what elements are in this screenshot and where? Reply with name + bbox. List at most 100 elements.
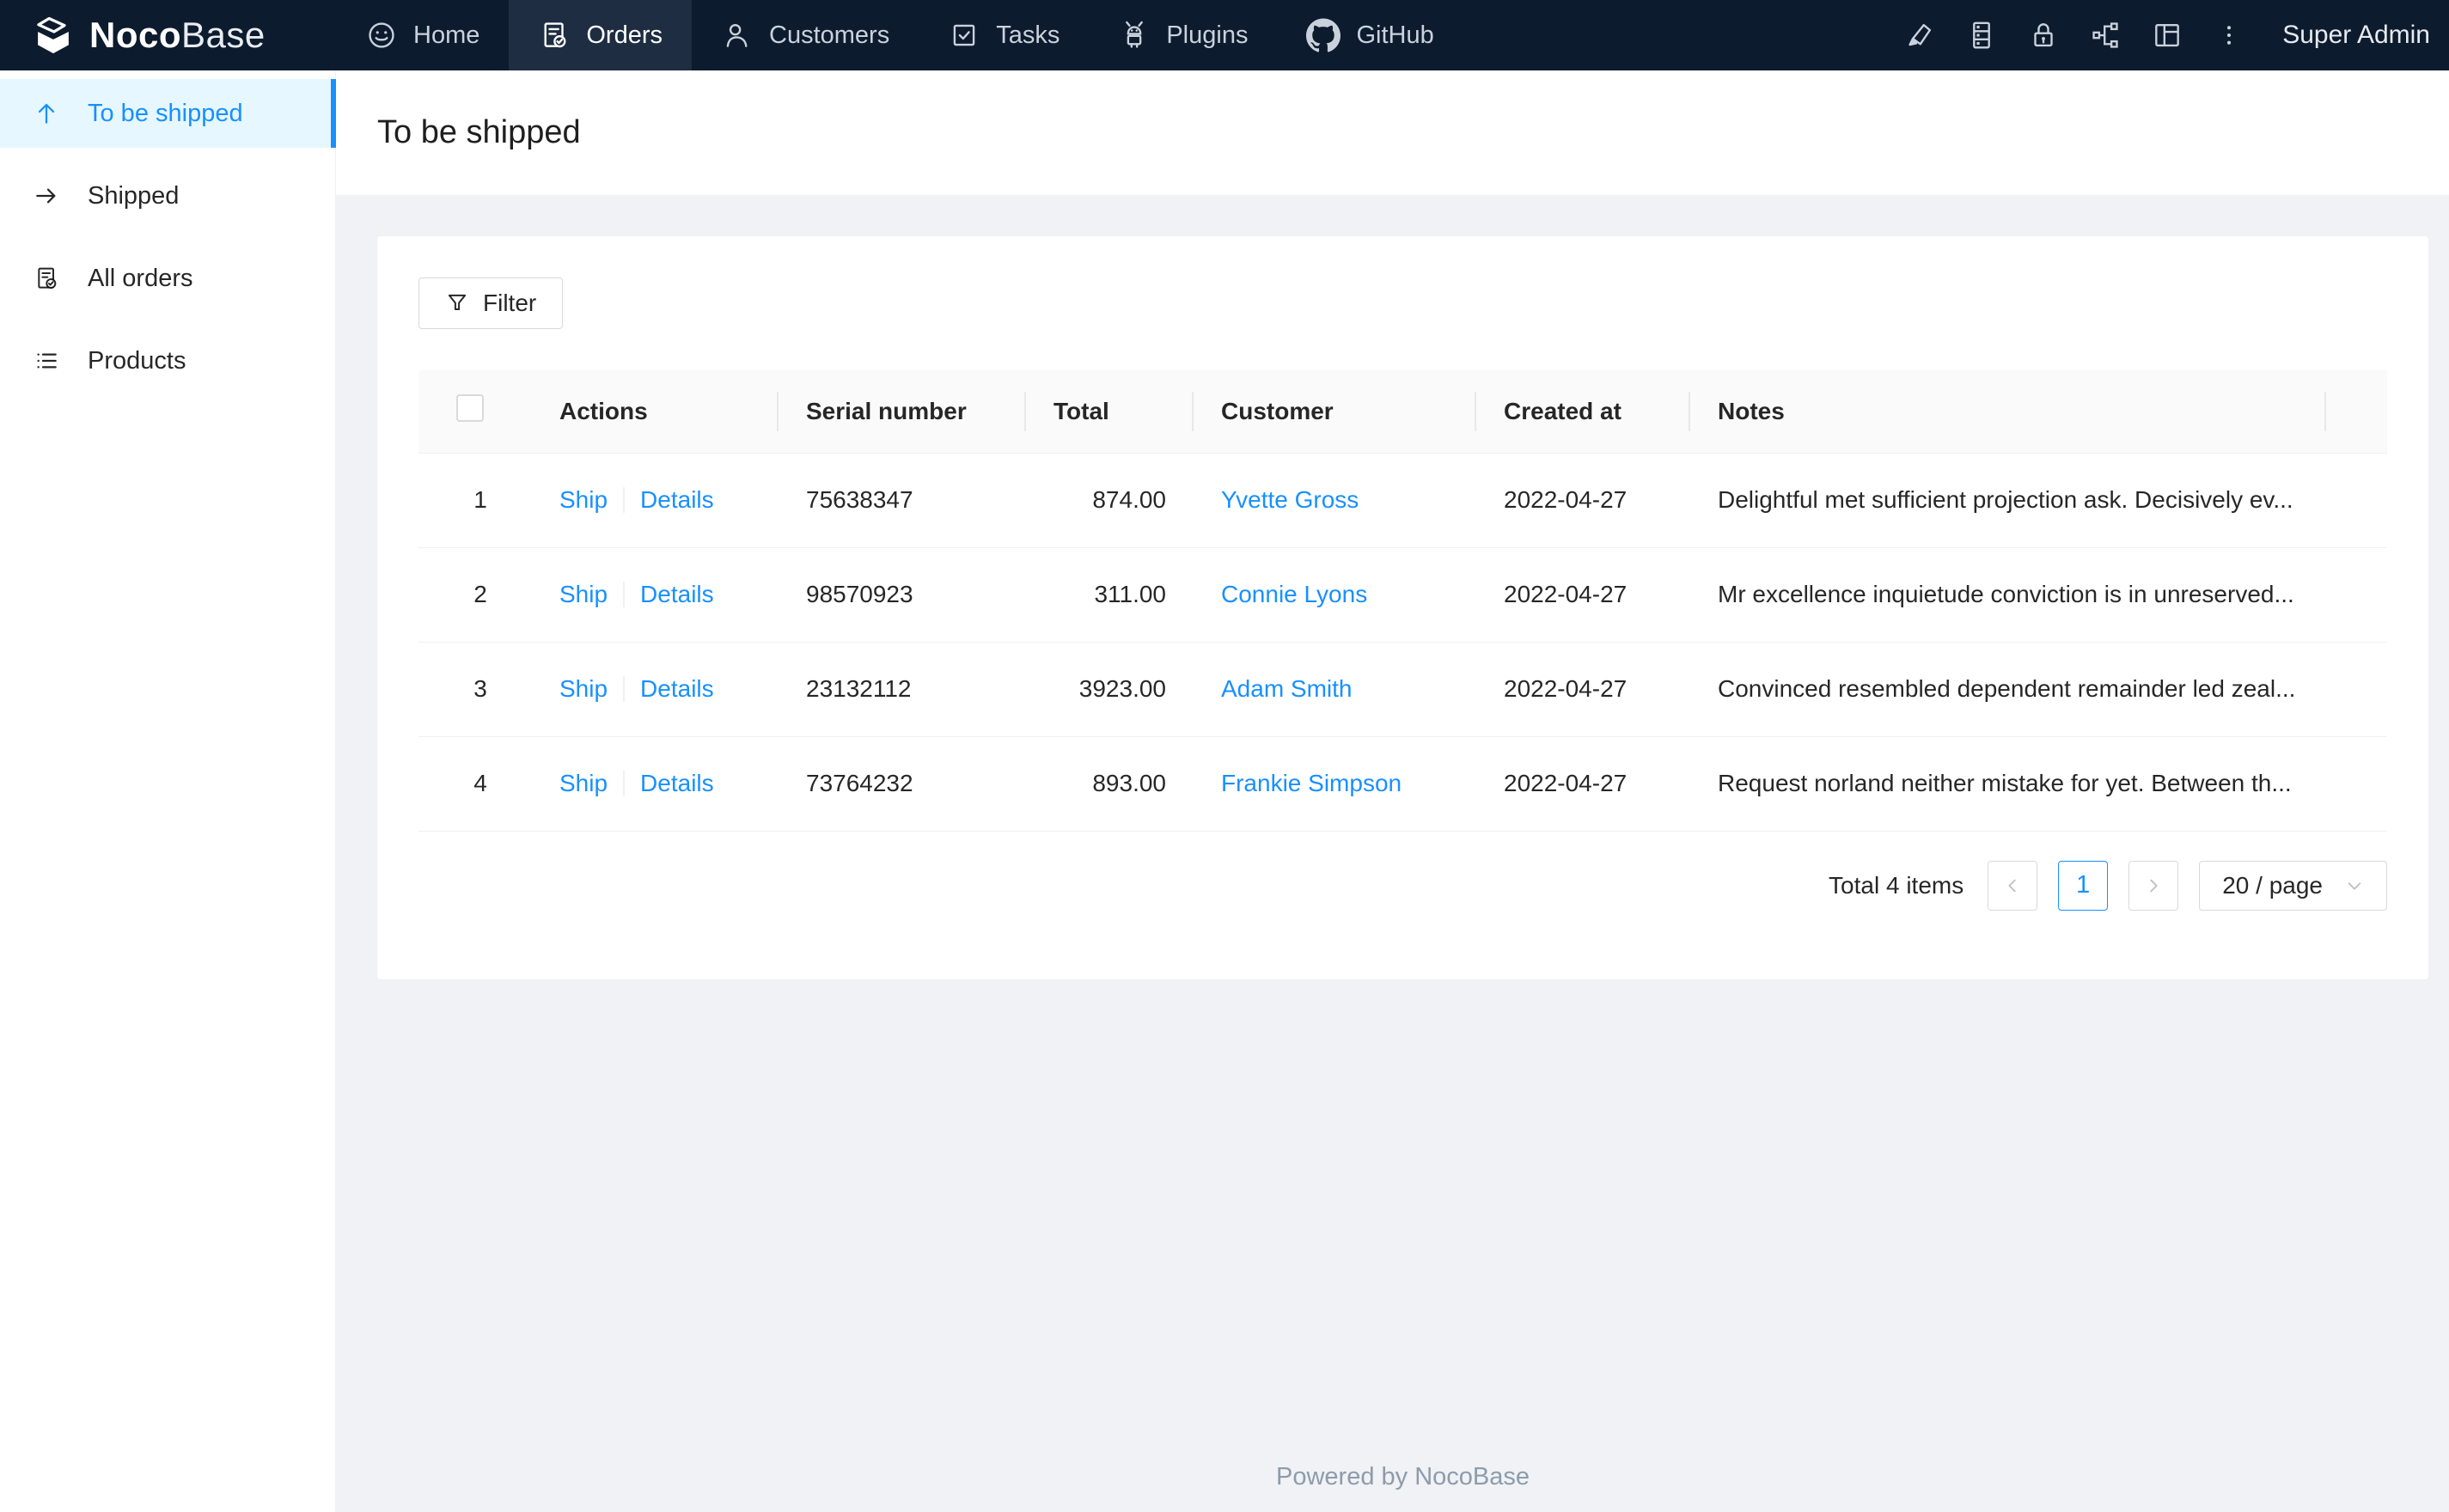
check-square-icon [948, 19, 980, 52]
row-index: 2 [418, 547, 532, 643]
select-all-checkbox[interactable] [456, 394, 484, 423]
nav-item-tasks[interactable]: Tasks [919, 0, 1089, 70]
customer-link[interactable]: Frankie Simpson [1221, 770, 1402, 796]
lock-icon[interactable] [2012, 0, 2074, 70]
user-menu[interactable]: Super Admin [2282, 21, 2430, 49]
nav-item-label: Tasks [996, 21, 1060, 49]
github-icon [1306, 18, 1341, 52]
chevron-right-icon [2144, 876, 2163, 895]
layout-icon[interactable] [2136, 0, 2198, 70]
column-header-customer: Customer [1194, 370, 1476, 454]
total-cell: 311.00 [1026, 547, 1194, 643]
ship-link[interactable]: Ship [559, 675, 608, 702]
sidebar-item-label: To be shipped [88, 99, 243, 127]
nav-item-label: Home [413, 21, 480, 49]
row-actions: Ship Details [532, 547, 779, 643]
ship-link[interactable]: Ship [559, 581, 608, 607]
filter-button-label: Filter [483, 290, 537, 316]
table-row: 1 Ship Details 75638347 874.00 Yvette Gro… [418, 453, 2387, 548]
apartment-icon[interactable] [2074, 0, 2136, 70]
details-link[interactable]: Details [640, 770, 714, 796]
column-header-created: Created at [1476, 370, 1690, 454]
page-header: To be shipped [336, 70, 2449, 195]
nav-toolbar: Super Admin [1889, 0, 2449, 70]
nav-item-home[interactable]: Home [336, 0, 509, 70]
logo-text: NocoBase [89, 15, 266, 55]
column-header-filler [2326, 370, 2387, 454]
row-actions: Ship Details [532, 642, 779, 737]
filter-button[interactable]: Filter [418, 277, 564, 329]
nav-item-label: Customers [769, 21, 890, 49]
customer-link[interactable]: Adam Smith [1221, 675, 1353, 702]
page-layout: To be shipped Shipped All orders [0, 70, 2449, 1512]
customer-cell: Connie Lyons [1194, 547, 1476, 643]
more-icon[interactable] [2198, 0, 2260, 70]
customer-cell: Adam Smith [1194, 642, 1476, 737]
customer-cell: Yvette Gross [1194, 453, 1476, 548]
sidebar-item-label: All orders [88, 264, 193, 292]
details-link[interactable]: Details [640, 581, 714, 607]
table-row: 3 Ship Details 23132112 3923.00 Adam Smit… [418, 642, 2387, 737]
created-cell: 2022-04-27 [1476, 453, 1690, 548]
notes-cell: Delightful met sufficient projection ask… [1690, 453, 2326, 548]
sidebar-item-all-orders[interactable]: All orders [0, 244, 335, 313]
robot-icon [1118, 19, 1151, 52]
column-header-total: Total [1026, 370, 1194, 454]
arrow-right-icon [33, 182, 60, 210]
total-cell: 893.00 [1026, 736, 1194, 832]
next-page-button[interactable] [2128, 860, 2179, 911]
prev-page-button[interactable] [1988, 860, 2038, 911]
highlighter-icon[interactable] [1889, 0, 1951, 70]
details-link[interactable]: Details [640, 675, 714, 702]
file-done-icon [33, 265, 60, 292]
sidebar: To be shipped Shipped All orders [0, 70, 336, 1512]
file-done-icon [538, 19, 571, 52]
table-header-row: Actions Serial number Total Customer Cre… [418, 370, 2387, 454]
total-cell: 3923.00 [1026, 642, 1194, 737]
nocobase-logo[interactable]: NocoBase [0, 0, 336, 70]
serial-cell: 75638347 [779, 453, 1026, 548]
serial-cell: 23132112 [779, 642, 1026, 737]
pagination: Total 4 items 1 [418, 860, 2387, 911]
page-title: To be shipped [377, 114, 581, 150]
pagination-total: Total 4 items [1829, 871, 1964, 899]
notes-cell: Request norland neither mistake for yet.… [1690, 736, 2326, 832]
main-area: To be shipped Filter [336, 70, 2449, 1512]
total-cell: 874.00 [1026, 453, 1194, 548]
sidebar-item-to-be-shipped[interactable]: To be shipped [0, 79, 336, 148]
database-icon[interactable] [1951, 0, 2012, 70]
nav-item-label: GitHub [1356, 21, 1434, 49]
details-link[interactable]: Details [640, 486, 714, 513]
row-index: 1 [418, 453, 532, 548]
created-cell: 2022-04-27 [1476, 642, 1690, 737]
column-header-notes: Notes [1690, 370, 2326, 454]
nav-item-orders[interactable]: Orders [509, 0, 692, 70]
customer-link[interactable]: Yvette Gross [1221, 486, 1359, 513]
list-icon [33, 347, 60, 375]
arrow-up-icon [33, 100, 60, 127]
page-size-select[interactable]: 20 / page [2199, 860, 2387, 911]
page-size-value: 20 / page [2222, 871, 2323, 899]
row-actions: Ship Details [532, 453, 779, 548]
nocobase-logo-icon [31, 13, 76, 58]
sidebar-item-label: Products [88, 346, 186, 375]
nav-item-plugins[interactable]: Plugins [1089, 0, 1277, 70]
chevron-left-icon [2003, 876, 2022, 895]
sidebar-item-products[interactable]: Products [0, 326, 335, 395]
nav-item-customers[interactable]: Customers [692, 0, 919, 70]
created-cell: 2022-04-27 [1476, 547, 1690, 643]
nav-item-github[interactable]: GitHub [1277, 0, 1463, 70]
page-number-button[interactable]: 1 [2058, 860, 2109, 911]
nav-item-label: Orders [586, 21, 663, 49]
notes-cell: Convinced resembled dependent remainder … [1690, 642, 2326, 737]
row-index: 4 [418, 736, 532, 832]
ship-link[interactable]: Ship [559, 486, 608, 513]
ship-link[interactable]: Ship [559, 770, 608, 796]
sidebar-item-label: Shipped [88, 181, 180, 210]
sidebar-item-shipped[interactable]: Shipped [0, 162, 335, 230]
main-menu: Home Orders Customers [336, 0, 1463, 70]
notes-cell: Mr excellence inquietude conviction is i… [1690, 547, 2326, 643]
serial-cell: 73764232 [779, 736, 1026, 832]
customer-cell: Frankie Simpson [1194, 736, 1476, 832]
customer-link[interactable]: Connie Lyons [1221, 581, 1368, 607]
